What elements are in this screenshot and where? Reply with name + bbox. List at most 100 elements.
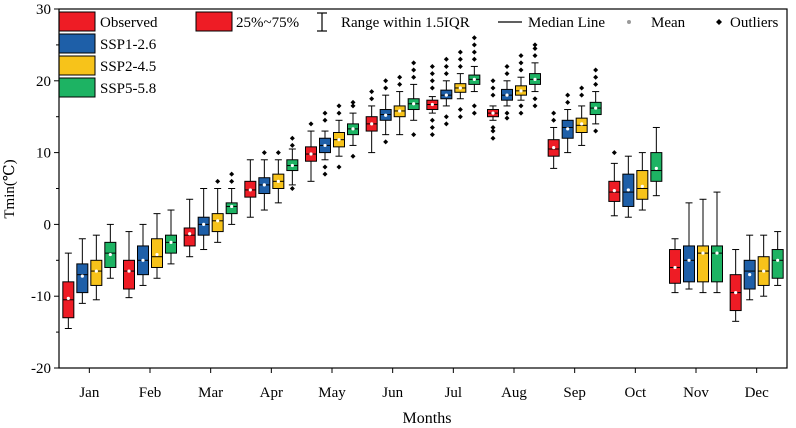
mean-marker xyxy=(748,273,752,277)
iqr-box xyxy=(697,245,709,283)
box-ssp2-4-5-jan xyxy=(90,234,103,301)
x-tick-label: Oct xyxy=(624,385,646,401)
x-tick-label: Jul xyxy=(445,385,463,401)
mean-marker xyxy=(715,251,719,255)
y-tick-label: 30 xyxy=(36,2,51,18)
outlier-point xyxy=(490,85,496,91)
x-tick-label: Sep xyxy=(563,385,586,401)
box-ssp1-2-6-jul xyxy=(440,56,453,127)
outlier-point xyxy=(443,114,449,120)
mean-marker xyxy=(188,232,192,236)
outlier-point xyxy=(518,60,524,66)
y-tick-label: 20 xyxy=(36,74,51,90)
y-tick-label: 0 xyxy=(44,217,52,233)
mean-marker xyxy=(640,184,644,188)
axes: -20 -10 0 10 20 30 Jan Feb Mar Apr May Jun Jul Aug Sep… xyxy=(31,2,769,401)
outlier-point xyxy=(471,49,477,55)
outlier-point xyxy=(229,178,235,184)
outlier-point xyxy=(490,128,496,134)
box-ssp2-4-5-feb xyxy=(151,213,163,279)
box-ssp5-5-8-feb xyxy=(165,209,177,265)
outlier-point xyxy=(457,107,463,113)
outlier-point xyxy=(308,121,314,127)
outlier-point xyxy=(471,42,477,48)
outlier-point xyxy=(275,150,281,156)
outlier-point xyxy=(429,78,435,84)
box-ssp1-2-6-sep xyxy=(561,92,574,154)
outlier-point xyxy=(383,85,389,91)
outlier-point xyxy=(336,110,342,116)
box-observed-dec xyxy=(729,249,742,322)
box-observed-jul xyxy=(426,63,439,138)
mean-marker xyxy=(80,274,84,278)
box-ssp1-2-6-may xyxy=(319,110,331,177)
outlier-point xyxy=(504,115,510,121)
mean-marker xyxy=(626,188,630,192)
x-tick-label: Mar xyxy=(198,385,223,401)
outlier-point xyxy=(443,63,449,69)
outlier-point xyxy=(429,85,435,91)
box-ssp2-4-5-sep xyxy=(575,85,588,146)
mean-marker xyxy=(66,296,70,300)
legend-swatch-ssp126 xyxy=(58,33,96,54)
outlier-point xyxy=(411,60,417,66)
box-ssp1-2-6-nov xyxy=(683,202,695,290)
iqr-box xyxy=(90,259,103,286)
legend-median-label: Median Line xyxy=(528,15,605,31)
mean-marker xyxy=(351,127,355,131)
outlier-point xyxy=(443,71,449,77)
outlier-point xyxy=(579,92,585,98)
outlier-point xyxy=(504,63,510,69)
mean-marker xyxy=(290,163,294,168)
legend-box-swatch xyxy=(195,11,233,32)
mean-marker xyxy=(262,183,266,187)
legend-range-label: Range within 1.5IQR xyxy=(341,15,470,31)
mean-marker xyxy=(776,258,780,262)
box-ssp1-2-6-feb xyxy=(137,223,149,286)
mean-marker xyxy=(155,252,159,257)
outlier-point xyxy=(504,71,510,77)
mean-marker xyxy=(412,102,416,106)
x-tick-label: Jun xyxy=(382,385,403,401)
outlier-point xyxy=(490,124,496,130)
y-axis-title: Tmin(℃) xyxy=(2,159,18,218)
outlier-point xyxy=(429,71,435,77)
legend-label-observed: Observed xyxy=(100,15,158,31)
outlier-point xyxy=(532,42,538,48)
outlier-point xyxy=(532,45,538,51)
iqr-box xyxy=(771,249,784,279)
outlier-point xyxy=(518,110,524,116)
box-observed-apr xyxy=(244,159,257,218)
mean-marker xyxy=(216,219,220,223)
iqr-box xyxy=(211,213,224,233)
mean-marker xyxy=(94,269,98,273)
outlier-point xyxy=(443,56,449,62)
box-ssp1-2-6-apr xyxy=(258,150,271,211)
outlier-point xyxy=(261,150,267,156)
box-observed-jan xyxy=(62,252,75,330)
outlier-point xyxy=(397,74,403,80)
mean-marker xyxy=(533,77,537,81)
outlier-point xyxy=(397,81,403,87)
mean-marker xyxy=(673,265,677,270)
legend-box-label: 25%~75% xyxy=(236,15,299,31)
legend-swatch-ssp245 xyxy=(58,55,96,76)
box-ssp5-5-8-jun xyxy=(407,60,420,138)
x-tick-label: Nov xyxy=(683,385,709,401)
box-ssp5-5-8-mar xyxy=(225,171,238,225)
outlier-point xyxy=(532,96,538,102)
outlier-point xyxy=(350,99,356,105)
outlier-point xyxy=(471,103,477,109)
outlier-point xyxy=(429,132,435,138)
box-ssp5-5-8-oct xyxy=(650,126,663,197)
mean-marker xyxy=(505,93,509,97)
outlier-point xyxy=(518,103,524,109)
outlier-point xyxy=(443,121,449,127)
outlier-point xyxy=(551,117,557,123)
outlier-point xyxy=(532,53,538,59)
legend-swatch-observed xyxy=(58,11,96,32)
x-tick-label: May xyxy=(318,385,346,401)
outlier-point xyxy=(565,92,571,98)
outlier-point xyxy=(322,171,328,177)
